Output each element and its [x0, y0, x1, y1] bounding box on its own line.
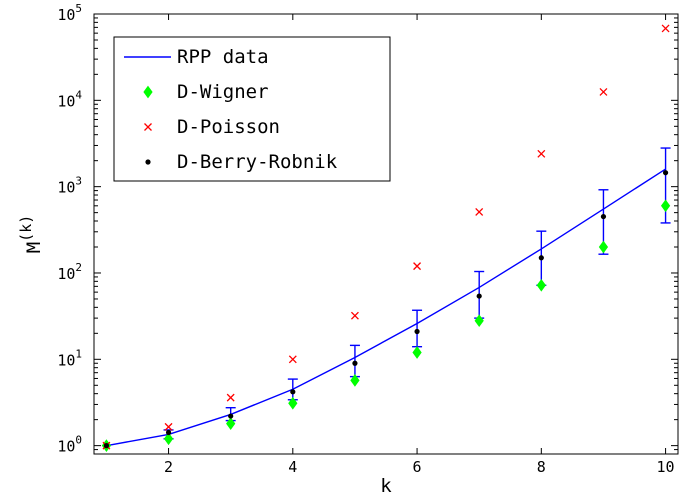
data-point-d-poisson: [537, 149, 546, 158]
data-point-d-wigner: [474, 314, 484, 328]
plot-frame: [93, 13, 679, 455]
y-tick-label: 104: [57, 88, 82, 110]
y-tick-label: 101: [57, 347, 82, 369]
data-point-d-poisson: [661, 24, 670, 33]
data-point-d-poisson-stroke-b: [226, 393, 235, 402]
error-bar: [412, 309, 423, 348]
data-point-d-berry-robnik: [165, 429, 172, 436]
series-d-wigner: [101, 199, 671, 452]
ticks-layer: 2 4 6 8 10 100 101 102 103 104 105: [57, 2, 678, 476]
y-tick-label: 100: [57, 434, 82, 456]
data-point-d-berry-robnik: [538, 255, 544, 261]
data-point-d-poisson: [288, 355, 297, 364]
y-axis-title-superscript: (k): [17, 215, 35, 242]
legend: RPP data D-Wigner D-Poisson D-Berry-Robnik: [113, 36, 391, 182]
legend-swatch-marker: [144, 123, 152, 131]
data-point-d-poisson-stroke-b: [413, 262, 422, 271]
x-tick-label: 8: [537, 458, 546, 476]
legend-entry-rpp-data: RPP data: [124, 46, 269, 68]
data-point-d-berry-robnik: [600, 213, 607, 220]
data-point-d-poisson: [475, 207, 484, 216]
legend-box: [113, 36, 391, 182]
data-point-d-poisson-stroke-b: [537, 149, 546, 158]
legend-label: D-Poisson: [177, 116, 280, 138]
data-point-d-poisson: [164, 422, 173, 431]
data-point-d-poisson: [599, 88, 608, 96]
svg-text:M(k): M(k): [17, 215, 45, 254]
y-axis-title: M(k): [17, 215, 45, 254]
y-tick-label: 105: [57, 2, 82, 24]
data-point-d-poisson-stroke-b: [599, 88, 608, 96]
data-point-d-berry-robnik: [290, 389, 296, 395]
legend-label: D-Berry-Robnik: [177, 151, 338, 173]
y-tick-label: 102: [57, 261, 82, 283]
series-layer: [101, 24, 671, 452]
data-point-d-poisson-stroke-b: [288, 355, 297, 364]
x-tick-label: 4: [288, 458, 297, 476]
data-point-d-berry-robnik: [228, 413, 234, 419]
legend-label: D-Wigner: [177, 81, 269, 103]
data-point-d-wigner: [412, 346, 422, 359]
data-point-d-berry-robnik: [352, 360, 358, 366]
y-tick-label: 103: [57, 175, 82, 197]
legend-swatch-marker: [143, 85, 153, 99]
x-tick-label: 10: [657, 458, 675, 476]
data-point-d-poisson: [226, 393, 235, 402]
data-point-d-poisson: [350, 311, 359, 320]
legend-swatch-marker-stroke-b: [144, 123, 152, 131]
legend-label: RPP data: [177, 46, 269, 68]
data-point-d-poisson-stroke-b: [350, 311, 359, 320]
series-d-berry-robnik: [103, 170, 669, 449]
x-tick-label: 6: [413, 458, 422, 476]
x-tick-label: 2: [164, 458, 173, 476]
legend-entry-d-berry-robnik: D-Berry-Robnik: [145, 151, 338, 173]
x-axis-title: k: [380, 475, 392, 497]
data-point-d-wigner: [536, 278, 546, 292]
series-rpp-data: [106, 147, 671, 447]
y-axis-title-base: M: [23, 242, 45, 253]
data-point-d-wigner: [288, 396, 298, 410]
series-line-rpp-data: [106, 168, 666, 447]
data-point-d-berry-robnik: [414, 328, 420, 335]
data-point-d-wigner: [226, 417, 236, 430]
data-point-d-poisson: [413, 262, 422, 271]
legend-swatch-marker: [145, 159, 151, 165]
data-point-d-berry-robnik: [476, 293, 482, 299]
data-point-d-wigner: [163, 432, 174, 446]
data-point-d-poisson-stroke-b: [164, 422, 173, 431]
data-point-d-berry-robnik: [103, 443, 110, 449]
data-point-d-wigner: [350, 374, 360, 387]
data-point-d-wigner: [598, 240, 609, 254]
data-point-d-wigner: [660, 199, 671, 213]
legend-entry-d-poisson: D-Poisson: [144, 116, 280, 138]
data-point-d-poisson-stroke-b: [475, 207, 484, 216]
data-point-d-poisson-stroke-b: [661, 24, 670, 33]
legend-entry-d-wigner: D-Wigner: [143, 81, 269, 103]
data-point-d-berry-robnik: [662, 170, 669, 176]
